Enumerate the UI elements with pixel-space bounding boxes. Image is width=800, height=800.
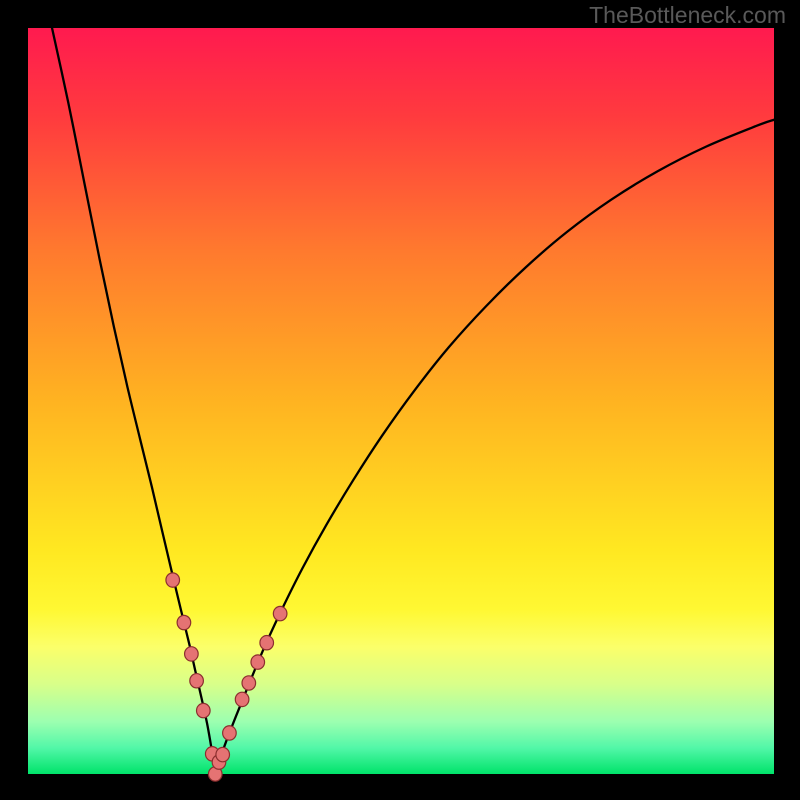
plot-area (28, 28, 774, 774)
curve-marker (242, 676, 256, 690)
curve-marker (260, 636, 274, 650)
curve-marker (190, 674, 204, 688)
curve-marker (185, 647, 199, 661)
plot-svg (28, 28, 774, 774)
curve-marker (251, 655, 265, 669)
curve-marker (166, 573, 180, 587)
chart-stage: TheBottleneck.com (0, 0, 800, 800)
curve-marker (273, 606, 287, 620)
curve-marker (223, 726, 237, 740)
curve-marker (197, 703, 211, 717)
curve-marker (216, 747, 230, 761)
watermark-text: TheBottleneck.com (589, 2, 786, 29)
curve-marker (177, 615, 191, 629)
plot-background (28, 28, 774, 774)
curve-marker (235, 692, 249, 706)
